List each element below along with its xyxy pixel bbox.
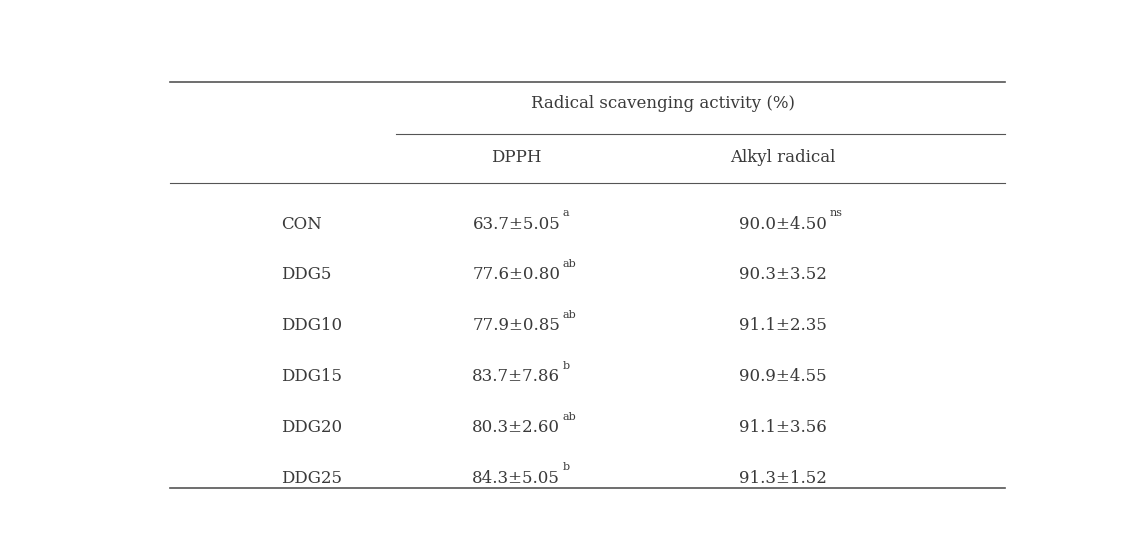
Text: ab: ab <box>563 411 576 421</box>
Text: a: a <box>563 209 570 219</box>
Text: DDG25: DDG25 <box>281 470 342 487</box>
Text: ns: ns <box>830 209 842 219</box>
Text: 77.9±0.85: 77.9±0.85 <box>472 318 560 334</box>
Text: DDG10: DDG10 <box>281 318 342 334</box>
Text: CON: CON <box>281 216 322 233</box>
Text: 80.3±2.60: 80.3±2.60 <box>472 419 560 436</box>
Text: 91.1±2.35: 91.1±2.35 <box>739 318 826 334</box>
Text: ab: ab <box>563 310 576 320</box>
Text: 91.3±1.52: 91.3±1.52 <box>739 470 826 487</box>
Text: 63.7±5.05: 63.7±5.05 <box>472 216 560 233</box>
Text: Alkyl radical: Alkyl radical <box>730 149 835 166</box>
Text: Radical scavenging activity (%): Radical scavenging activity (%) <box>531 95 795 112</box>
Text: DPPH: DPPH <box>490 149 542 166</box>
Text: 90.9±4.55: 90.9±4.55 <box>739 368 826 385</box>
Text: DDG15: DDG15 <box>281 368 342 385</box>
Text: 90.0±4.50: 90.0±4.50 <box>739 216 826 233</box>
Text: 84.3±5.05: 84.3±5.05 <box>472 470 560 487</box>
Text: 77.6±0.80: 77.6±0.80 <box>472 267 560 283</box>
Text: DDG5: DDG5 <box>281 267 331 283</box>
Text: DDG20: DDG20 <box>281 419 342 436</box>
Text: ab: ab <box>563 259 576 269</box>
Text: 91.1±3.56: 91.1±3.56 <box>739 419 826 436</box>
Text: 90.3±3.52: 90.3±3.52 <box>739 267 826 283</box>
Text: 83.7±7.86: 83.7±7.86 <box>472 368 560 385</box>
Text: b: b <box>563 462 570 472</box>
Text: b: b <box>563 361 570 371</box>
